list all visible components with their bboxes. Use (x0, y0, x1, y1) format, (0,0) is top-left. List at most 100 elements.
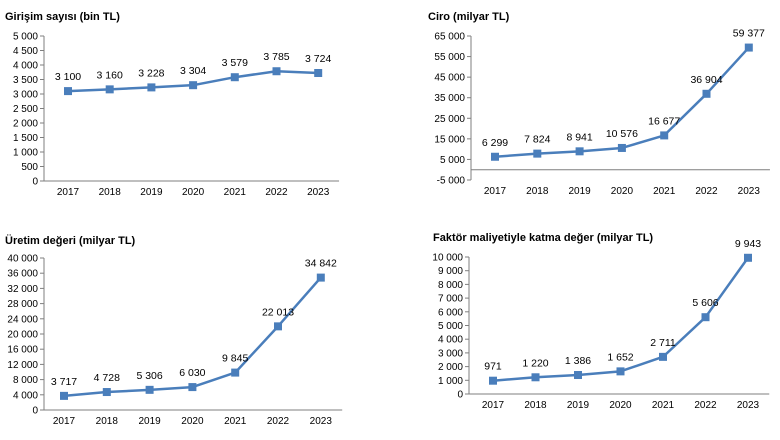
data-point-marker (189, 81, 198, 90)
data-label: 9 943 (735, 238, 761, 250)
data-point-marker (616, 367, 625, 376)
x-tick-label: 2020 (181, 416, 204, 427)
data-label: 59 377 (733, 28, 765, 40)
y-tick-label: -5 000 (437, 176, 466, 187)
data-point-marker (617, 143, 626, 152)
data-label: 1 220 (522, 357, 548, 369)
y-tick-label: 4 000 (438, 335, 463, 346)
y-tick-label: 32 000 (7, 284, 38, 295)
data-point-marker (274, 322, 282, 331)
data-label: 22 013 (262, 306, 294, 318)
x-tick-label: 2020 (182, 187, 205, 198)
y-tick-label: 3 000 (438, 348, 463, 359)
x-tick-label: 2020 (611, 186, 634, 197)
data-label: 3 228 (138, 67, 164, 79)
data-point-marker (231, 368, 240, 377)
data-label: 2 711 (650, 337, 676, 349)
data-label: 3 100 (55, 71, 81, 83)
x-tick-label: 2017 (53, 416, 76, 427)
data-point-marker (60, 391, 68, 400)
data-label: 5 306 (136, 370, 162, 382)
x-tick-label: 2023 (738, 186, 761, 197)
y-tick-label: 20 000 (7, 330, 38, 341)
data-label: 9 845 (222, 353, 248, 365)
y-tick-label: 8 000 (13, 375, 38, 386)
x-tick-label: 2018 (526, 186, 549, 197)
y-tick-label: 45 000 (434, 73, 465, 84)
x-tick-label: 2023 (307, 187, 330, 198)
data-point-marker (744, 43, 753, 52)
data-label: 3 579 (222, 57, 248, 69)
x-tick-label: 2023 (737, 400, 760, 411)
x-tick-label: 2021 (653, 186, 676, 197)
data-label: 3 160 (97, 69, 123, 81)
x-tick-label: 2021 (224, 416, 247, 427)
chart-title: Üretim değeri (milyar TL) (5, 234, 136, 247)
x-tick-label: 2019 (567, 400, 590, 411)
data-label: 36 904 (690, 74, 722, 86)
data-point-marker (574, 371, 582, 380)
y-tick-label: 10 000 (432, 253, 463, 264)
y-tick-label: 15 000 (434, 134, 465, 145)
chart-title: Faktör maliyetiyle katma değer (milyar T… (433, 232, 653, 244)
y-tick-label: 1 500 (13, 133, 38, 144)
y-tick-label: 55 000 (434, 52, 465, 63)
data-point-marker (272, 67, 281, 76)
data-label: 1 386 (565, 355, 591, 367)
y-tick-label: 4 000 (13, 61, 38, 72)
x-tick-label: 2018 (99, 187, 122, 198)
y-tick-label: 65 000 (434, 32, 465, 43)
data-point-marker (701, 313, 710, 322)
x-tick-label: 2018 (524, 400, 547, 411)
data-point-marker (145, 385, 154, 394)
data-label: 7 824 (524, 134, 550, 146)
data-point-marker (491, 152, 499, 161)
data-point-marker (230, 73, 239, 82)
chart-panel-girisim-sayisi: Girişim sayısı (bin TL) 0 500 1 000 1 500 2 0… (5, 11, 340, 198)
x-tick-label: 2017 (484, 186, 507, 197)
x-tick-label: 2019 (568, 186, 591, 197)
x-tick-label: 2017 (482, 400, 505, 411)
x-tick-label: 2017 (57, 187, 80, 198)
x-tick-label: 2018 (96, 416, 119, 427)
y-tick-label: 5 000 (440, 155, 465, 166)
data-point-marker (531, 373, 540, 382)
data-point-marker (660, 131, 669, 140)
y-tick-label: 5 000 (438, 321, 463, 332)
y-tick-label: 9 000 (438, 266, 463, 277)
data-label: 6 030 (179, 367, 205, 379)
y-tick-label: 36 000 (7, 269, 38, 280)
y-tick-label: 4 000 (13, 390, 38, 401)
data-point-marker (64, 87, 72, 96)
data-point-marker (533, 149, 542, 158)
chart-title: Ciro (milyar TL) (428, 11, 510, 23)
y-tick-label: 35 000 (434, 93, 465, 104)
data-point-marker (489, 376, 497, 385)
data-point-marker (188, 383, 197, 392)
y-tick-label: 25 000 (434, 114, 465, 125)
y-tick-label: 0 (457, 390, 463, 401)
y-tick-label: 3 500 (13, 75, 38, 86)
data-label: 3 785 (263, 51, 289, 63)
x-tick-label: 2022 (267, 416, 290, 427)
data-label: 5 606 (692, 297, 718, 309)
y-tick-label: 1 000 (438, 376, 463, 387)
y-tick-label: 12 000 (7, 360, 38, 371)
y-tick-label: 4 500 (13, 46, 38, 57)
data-point-marker (744, 253, 752, 262)
y-tick-label: 2 000 (13, 119, 38, 130)
data-label: 1 652 (607, 351, 633, 363)
data-label: 16 677 (648, 115, 680, 127)
x-tick-label: 2022 (265, 187, 288, 198)
data-label: 34 842 (305, 258, 337, 270)
data-label: 10 576 (606, 128, 638, 140)
x-tick-label: 2023 (310, 416, 333, 427)
data-point-marker (702, 89, 711, 98)
data-point-marker (102, 388, 111, 397)
y-tick-label: 7 000 (438, 294, 463, 305)
x-tick-label: 2022 (695, 186, 718, 197)
data-label: 8 941 (566, 131, 592, 143)
y-tick-label: 28 000 (7, 299, 38, 310)
data-point-marker (575, 147, 584, 156)
